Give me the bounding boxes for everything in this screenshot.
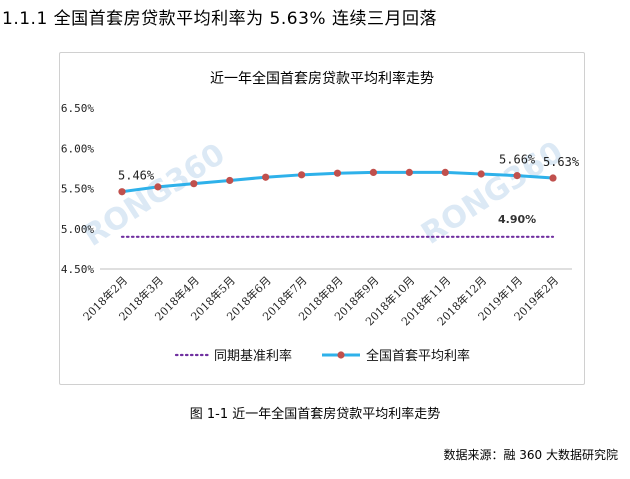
chart-title: 近一年全国首套房贷款平均利率走势 [210, 70, 434, 87]
data-point [513, 172, 521, 180]
y-tick-label: 5.50% [61, 183, 94, 196]
legend-label: 全国首套平均利率 [366, 348, 470, 364]
data-point [154, 183, 162, 191]
data-point [369, 168, 378, 176]
chart-frame [59, 52, 585, 385]
legend-label: 同期基准利率 [214, 348, 292, 364]
data-point [118, 188, 126, 196]
data-point [262, 173, 270, 181]
data-point [441, 168, 449, 176]
y-tick-label: 5.00% [61, 223, 94, 236]
data-label: 5.63% [543, 155, 580, 169]
data-point [297, 171, 306, 179]
section-heading: 1.1.1 全国首套房贷款平均利率为 5.63% 连续三月回落 [2, 9, 437, 29]
data-point [477, 170, 485, 178]
data-point [405, 168, 413, 176]
data-point [333, 169, 342, 177]
legend-swatch-marker [337, 351, 345, 359]
data-label: 5.66% [499, 153, 536, 167]
y-tick-label: 6.00% [61, 142, 94, 155]
data-point [226, 176, 234, 185]
data-point [190, 180, 198, 188]
figure-caption: 图 1-1 近一年全国首套房贷款平均利率走势 [189, 407, 441, 422]
watermark-right: RONG360 [415, 135, 569, 252]
y-tick-label: 4.50% [61, 263, 94, 276]
data-label: 5.46% [118, 169, 155, 183]
y-tick-label: 6.50% [61, 102, 94, 115]
data-source: 数据来源：融 360 大数据研究院 [443, 448, 618, 462]
data-label: 4.90% [498, 213, 536, 226]
data-point [549, 174, 557, 182]
